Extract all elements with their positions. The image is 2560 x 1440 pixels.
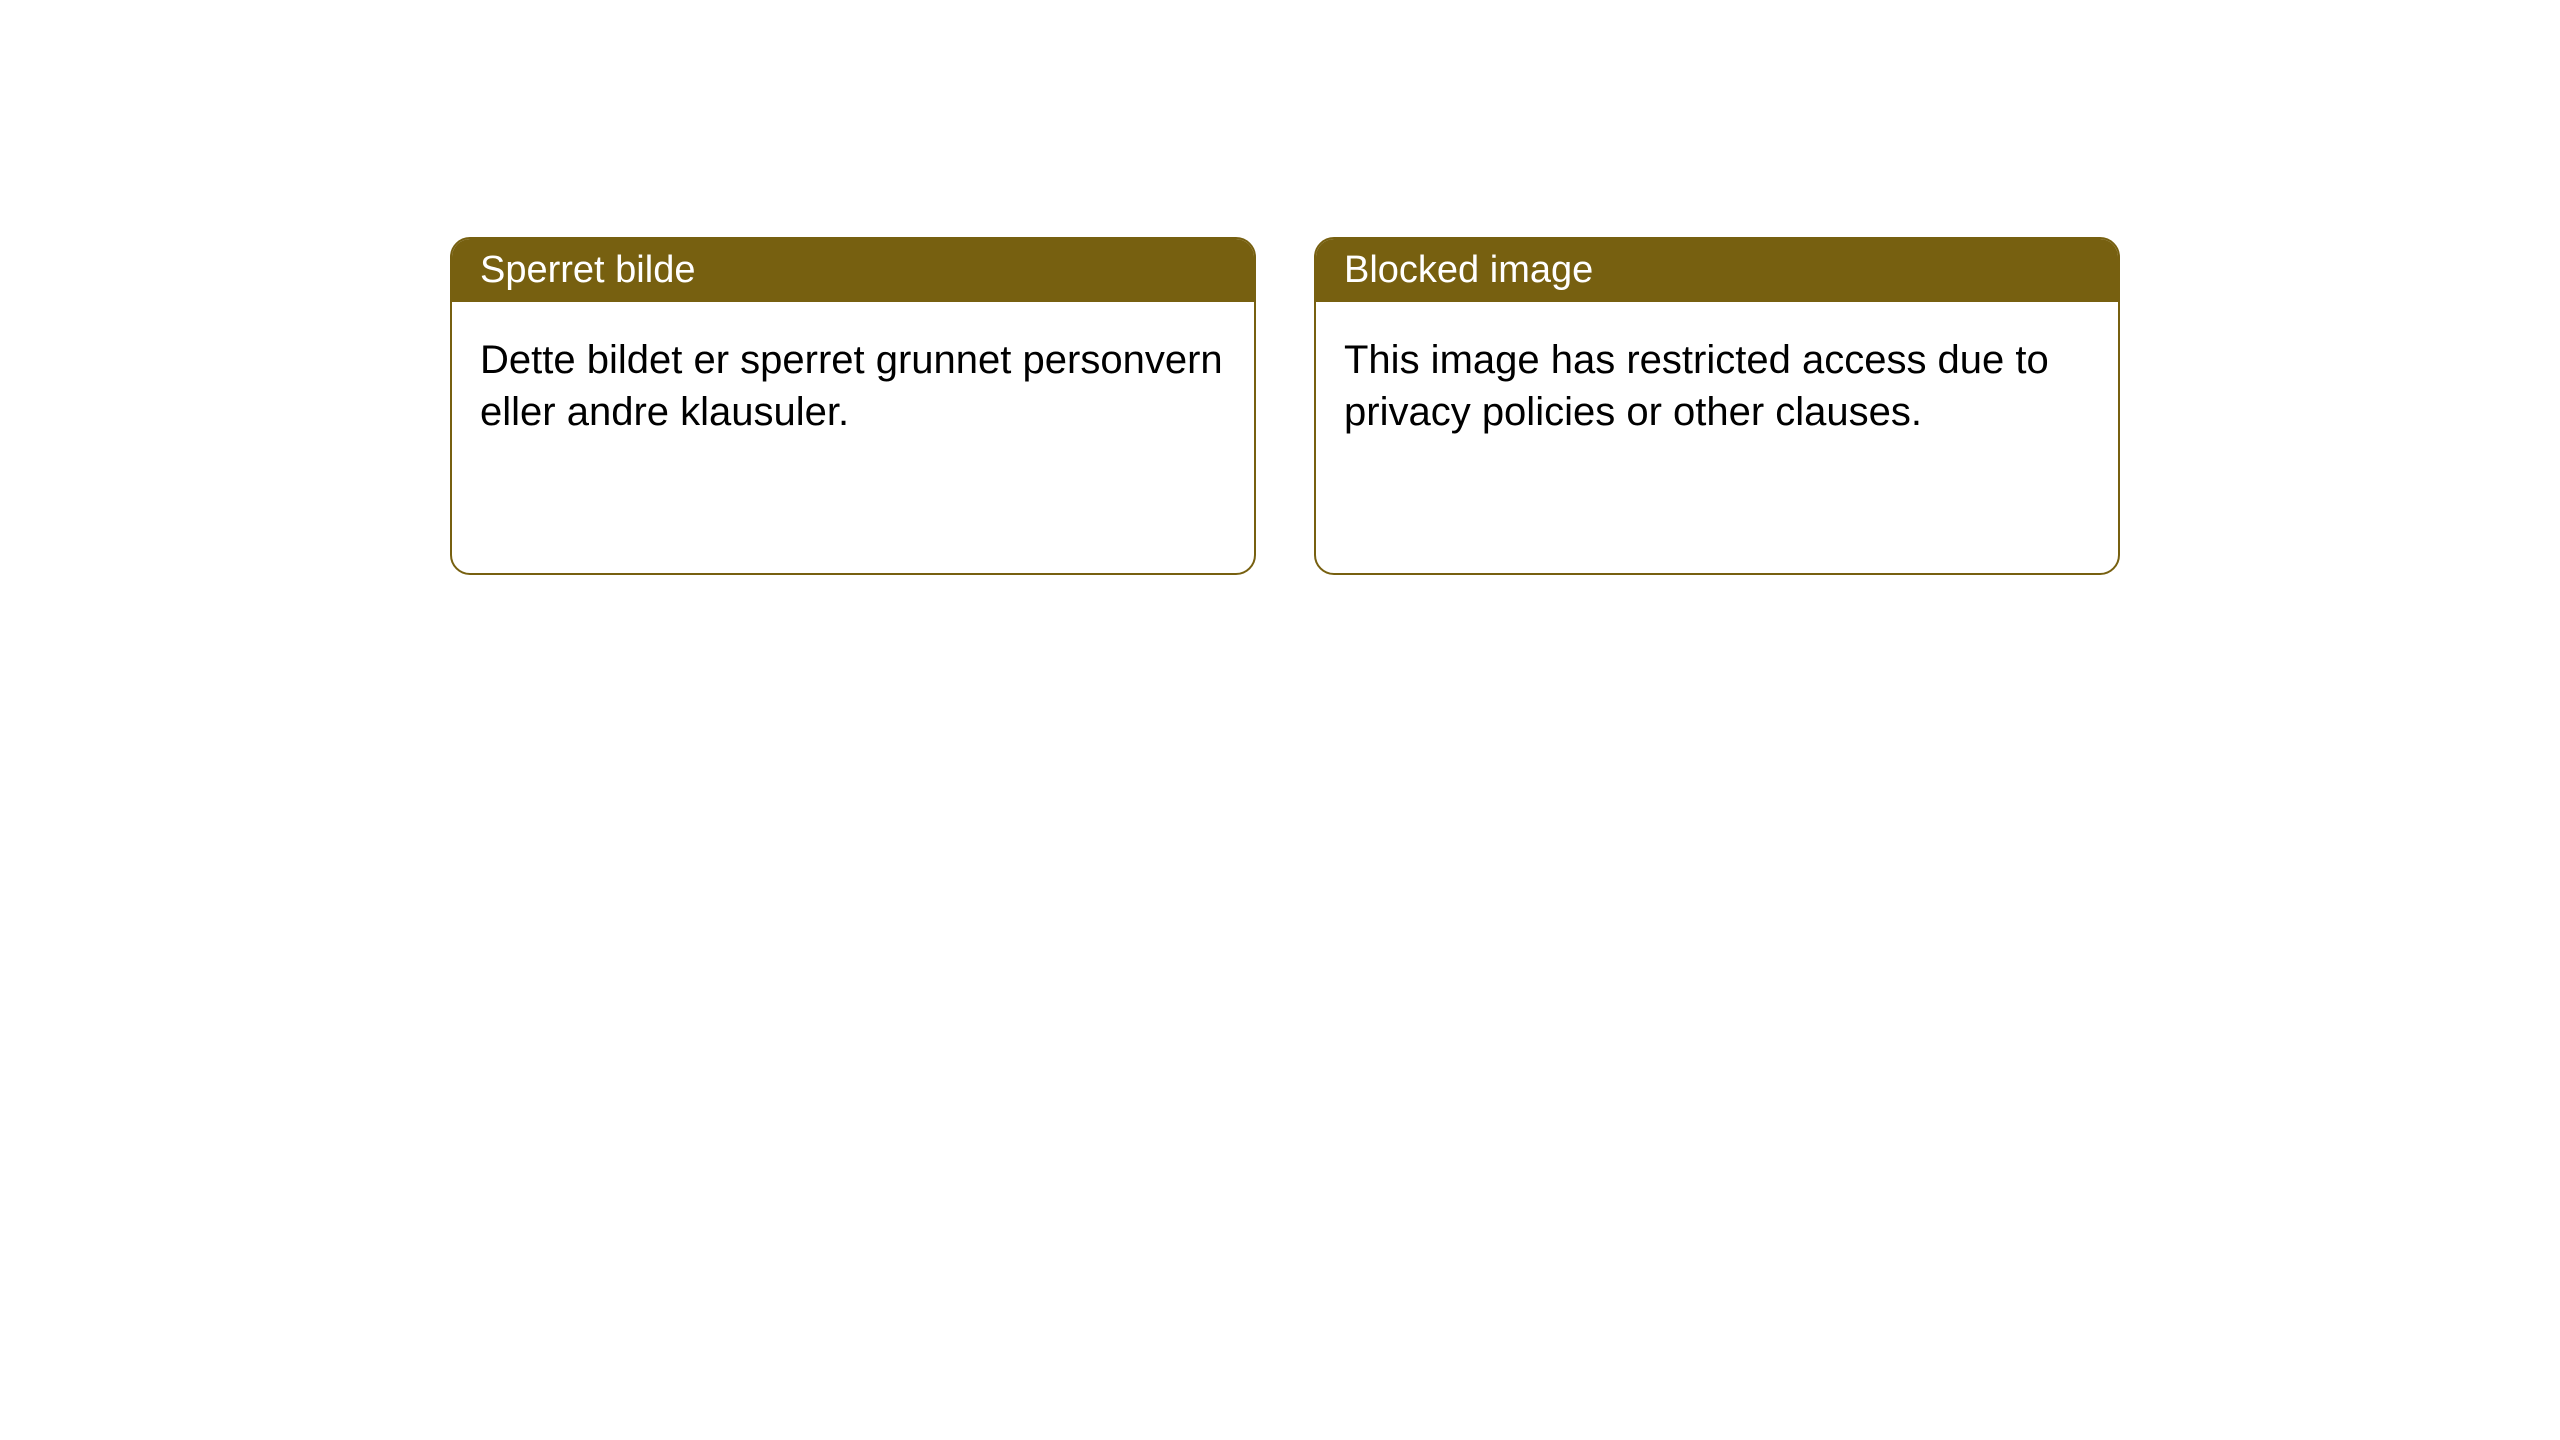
notice-body: Dette bildet er sperret grunnet personve… <box>452 302 1254 470</box>
notice-container: Sperret bilde Dette bildet er sperret gr… <box>0 0 2560 575</box>
notice-card-norwegian: Sperret bilde Dette bildet er sperret gr… <box>450 237 1256 575</box>
notice-body-text: This image has restricted access due to … <box>1344 338 2049 434</box>
notice-body-text: Dette bildet er sperret grunnet personve… <box>480 338 1223 434</box>
notice-title: Blocked image <box>1344 249 1593 291</box>
notice-card-english: Blocked image This image has restricted … <box>1314 237 2120 575</box>
notice-body: This image has restricted access due to … <box>1316 302 2118 470</box>
notice-title: Sperret bilde <box>480 249 695 291</box>
notice-header: Sperret bilde <box>452 239 1254 302</box>
notice-header: Blocked image <box>1316 239 2118 302</box>
